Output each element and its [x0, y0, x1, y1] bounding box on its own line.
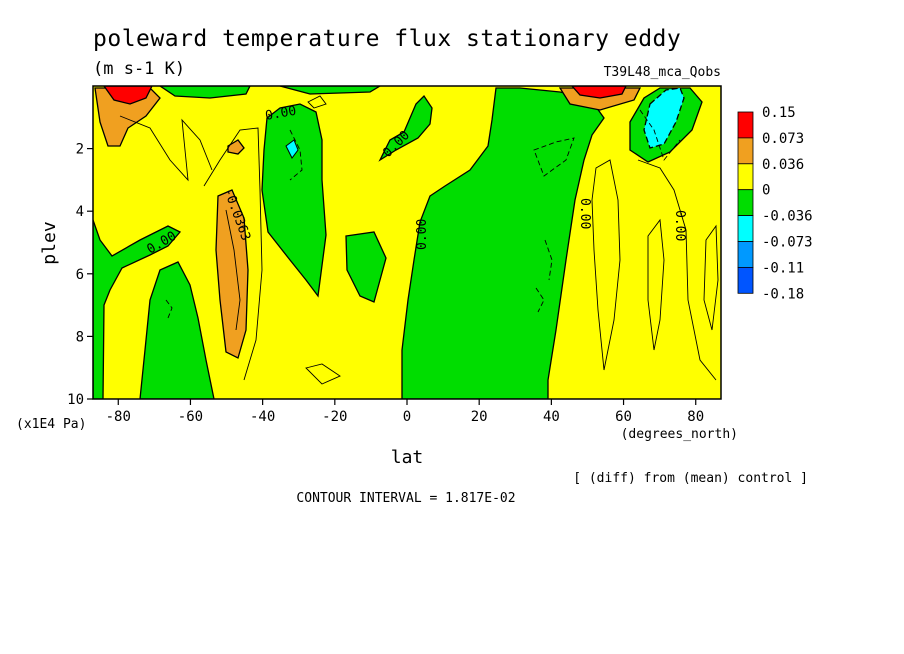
legend-color-box [737, 111, 754, 139]
cyan-region-nh [643, 87, 685, 149]
x-axis: -80 -60 -40 -20 0 20 40 60 80 [106, 399, 704, 425]
diff-note: [ (diff) from (mean) control ] [573, 471, 808, 486]
contour-interval: CONTOUR INTERVAL = 1.817E-02 [296, 491, 515, 506]
green-region-sh-highlat [93, 219, 182, 399]
y-tick-label: 4 [76, 204, 84, 220]
green-region-sh-column [261, 103, 327, 298]
legend-level-label: -0.11 [762, 260, 804, 276]
legend-level-label: 0.036 [762, 157, 804, 173]
green-region-sh-small [345, 231, 387, 303]
orange-region-sh-top [94, 87, 161, 147]
contour-label: 0.00 [672, 210, 687, 241]
red-peak-nh [571, 86, 627, 99]
x-tick-label: -80 [106, 409, 131, 425]
x-tick-label: 20 [471, 409, 488, 425]
x-tick-label: -60 [178, 409, 203, 425]
contour-label: 0.00 [415, 219, 430, 250]
x-units-label: (degrees_north) [621, 427, 738, 442]
y-tick-label: 6 [76, 267, 84, 283]
legend-color-box [737, 215, 754, 242]
legend-color-box [737, 189, 754, 216]
x-tick-label: 60 [615, 409, 632, 425]
y-units-label: (x1E4 Pa) [16, 417, 86, 432]
x-tick-label: -40 [250, 409, 275, 425]
contour-label: 0.00 [264, 104, 297, 124]
x-axis-label: lat [391, 447, 424, 468]
y-axis: 2 4 6 8 10 [67, 142, 93, 408]
legend-level-label: -0.073 [762, 235, 813, 251]
legend-color-box [737, 137, 754, 165]
legend-color-box [737, 266, 754, 294]
x-tick-label: 0 [403, 409, 411, 425]
green-region-nh-upper [378, 94, 433, 162]
cyan-region-sh-small [285, 139, 299, 159]
x-tick-label: 40 [543, 409, 560, 425]
legend-color-box [737, 163, 754, 191]
red-peak-sh [103, 86, 153, 105]
green-region-top-strip-2 [279, 86, 382, 95]
color-legend: 0.15 0.073 0.036 0 -0.036 -0.073 -0.11 -0.18 [737, 105, 813, 302]
run-label: T39L48_mca_Qobs [604, 65, 721, 80]
orange-region-small [227, 139, 245, 155]
negative-contour-lines [165, 109, 681, 319]
y-tick-label: 8 [76, 329, 84, 345]
legend-level-label: 0 [762, 183, 770, 199]
y-axis-label: plev [39, 221, 60, 264]
legend-level-label: 0.15 [762, 105, 796, 121]
legend-color-box [737, 241, 754, 268]
green-region-sh-mid [139, 261, 215, 399]
orange-region-sh-core [215, 189, 249, 359]
units-label: (m s-1 K) [93, 59, 185, 79]
contour-field: 0.00 0.00 0.00 0.00 -0.0363 0.00 0.00 [93, 86, 721, 399]
y-tick-label: 2 [76, 142, 84, 158]
green-region-top-strip [158, 86, 251, 99]
legend-level-label: -0.036 [762, 209, 813, 225]
chart-title: poleward temperature flux stationary edd… [93, 26, 681, 52]
contour-label: 0.00 [577, 198, 592, 229]
x-tick-label: -20 [322, 409, 347, 425]
green-region-equator [401, 87, 605, 399]
contour-lines [119, 95, 719, 385]
x-tick-label: 80 [687, 409, 704, 425]
y-tick-label: 10 [67, 392, 84, 408]
legend-level-label: 0.073 [762, 131, 804, 147]
legend-level-label: -0.18 [762, 286, 804, 302]
